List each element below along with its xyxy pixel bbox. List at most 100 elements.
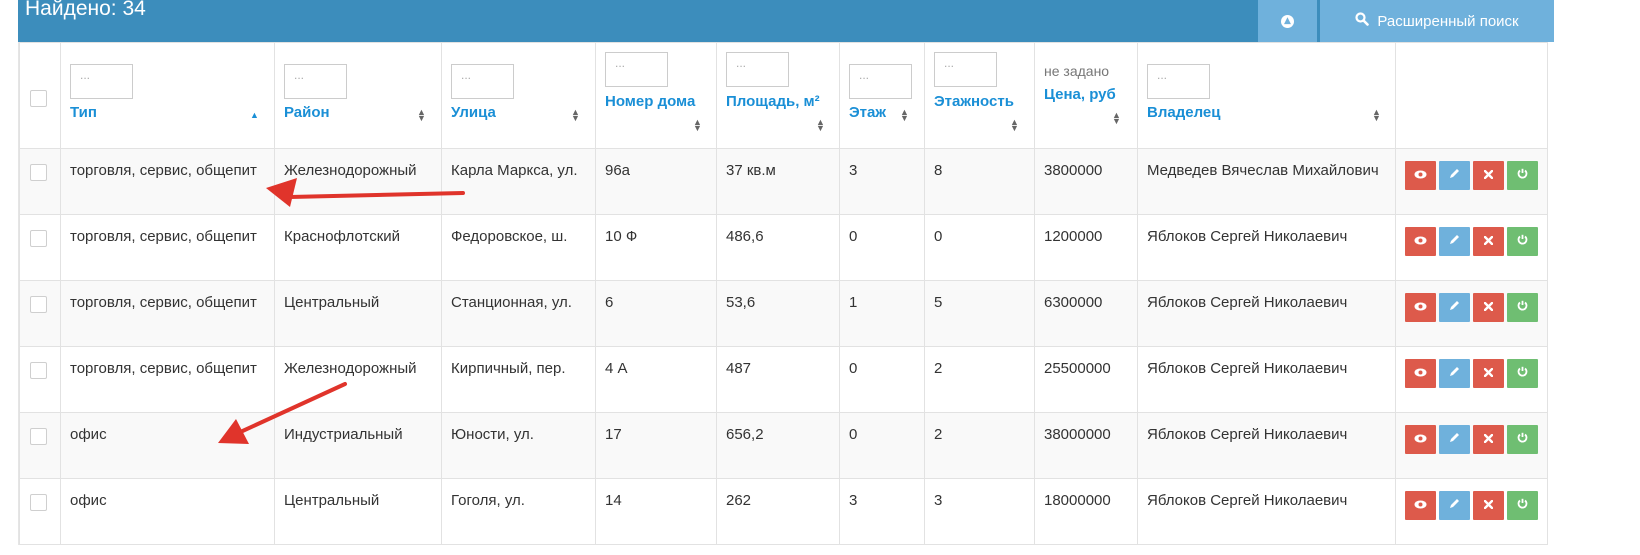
delete-button[interactable] (1473, 227, 1504, 256)
toggle-button[interactable] (1507, 161, 1538, 190)
toggle-button[interactable] (1507, 491, 1538, 520)
row-select-cell (19, 346, 61, 413)
column-street-label[interactable]: Улица (451, 104, 496, 121)
table-row[interactable]: торговля, сервис, общепит Центральный Стан… (19, 280, 1548, 347)
filter-price-select[interactable]: не задано (1044, 63, 1110, 79)
column-floor-label[interactable]: Этаж (849, 104, 886, 121)
cell-price: 6300000 (1034, 280, 1138, 347)
row-checkbox[interactable] (30, 296, 47, 313)
sort-icon[interactable]: ▲ ▼ (1010, 117, 1019, 133)
table-row[interactable]: торговля, сервис, общепит Железнодорожный… (19, 148, 1548, 215)
edit-button[interactable] (1439, 161, 1470, 190)
delete-button[interactable] (1473, 161, 1504, 190)
edit-button[interactable] (1439, 425, 1470, 454)
eye-icon (1414, 230, 1427, 254)
filter-floors-input[interactable]: ... (934, 52, 997, 87)
cell-house: 6 (595, 280, 717, 347)
delete-button[interactable] (1473, 359, 1504, 388)
table-row[interactable]: торговля, сервис, общепит Железнодорожный… (19, 346, 1548, 413)
select-all-checkbox[interactable] (30, 90, 47, 107)
filter-house-input[interactable]: ... (605, 52, 668, 87)
cell-owner: Яблоков Сергей Николаевич (1137, 214, 1396, 281)
cell-type: торговля, сервис, общепит (60, 280, 275, 347)
table-row[interactable]: офис Индустриальный Юности, ул. 17 656,2 0 2 38… (19, 412, 1548, 479)
filter-area-input[interactable]: ... (726, 52, 789, 87)
toggle-button[interactable] (1507, 293, 1538, 322)
cell-owner: Медведев Вячеслав Михайлович (1137, 148, 1396, 215)
close-icon (1483, 230, 1494, 254)
column-owner-label[interactable]: Владелец (1147, 104, 1221, 121)
column-district-label[interactable]: Район (284, 104, 330, 121)
column-type-label[interactable]: Тип (70, 104, 97, 121)
edit-button[interactable] (1439, 491, 1470, 520)
cell-district: Краснофлотский (274, 214, 442, 281)
edit-button[interactable] (1439, 293, 1470, 322)
view-button[interactable] (1405, 491, 1436, 520)
cell-district: Индустриальный (274, 412, 442, 479)
filter-owner-input[interactable]: ... (1147, 64, 1210, 99)
column-floors-label[interactable]: Этажность (934, 93, 1014, 110)
filter-street-input[interactable]: ... (451, 64, 514, 99)
column-house-label[interactable]: Номер дома (605, 93, 696, 110)
eye-icon (1414, 428, 1427, 452)
cell-area: 53,6 (716, 280, 840, 347)
row-actions (1395, 478, 1548, 545)
column-floor: ... Этаж ▲ ▼ (839, 42, 925, 149)
toggle-button[interactable] (1507, 359, 1538, 388)
column-area: ... Площадь, м² ▲ ▼ (716, 42, 840, 149)
edit-button[interactable] (1439, 359, 1470, 388)
edit-button[interactable] (1439, 227, 1470, 256)
row-checkbox[interactable] (30, 230, 47, 247)
view-button[interactable] (1405, 293, 1436, 322)
delete-button[interactable] (1473, 293, 1504, 322)
scroll-top-button[interactable]: ▲ (1258, 0, 1317, 42)
view-button[interactable] (1405, 359, 1436, 388)
column-house: ... Номер дома ▲ ▼ (595, 42, 717, 149)
table-row[interactable]: офис Центральный Гоголя, ул. 14 262 3 3 1800000… (19, 478, 1548, 545)
delete-button[interactable] (1473, 425, 1504, 454)
filter-district-input[interactable]: ... (284, 64, 347, 99)
cell-street: Юности, ул. (441, 412, 596, 479)
view-button[interactable] (1405, 425, 1436, 454)
cell-owner: Яблоков Сергей Николаевич (1137, 478, 1396, 545)
eye-icon (1414, 164, 1427, 188)
cell-house: 17 (595, 412, 717, 479)
toggle-button[interactable] (1507, 227, 1538, 256)
row-checkbox[interactable] (30, 428, 47, 445)
cell-area: 656,2 (716, 412, 840, 479)
cell-type: торговля, сервис, общепит (60, 346, 275, 413)
sort-icon[interactable]: ▲ ▼ (1112, 110, 1121, 126)
pencil-icon (1449, 428, 1460, 452)
table-row[interactable]: торговля, сервис, общепит Краснофлотский Ф… (19, 214, 1548, 281)
sort-icon[interactable]: ▲ ▼ (900, 107, 909, 123)
pencil-icon (1449, 164, 1460, 188)
filter-floor-input[interactable]: ... (849, 64, 912, 99)
sort-asc-icon[interactable]: ▲ (250, 110, 259, 120)
close-icon (1483, 494, 1494, 518)
filter-type-input[interactable]: ... (70, 64, 133, 99)
cell-floors: 8 (924, 148, 1035, 215)
cell-owner: Яблоков Сергей Николаевич (1137, 412, 1396, 479)
toggle-button[interactable] (1507, 425, 1538, 454)
power-icon (1517, 164, 1528, 188)
view-button[interactable] (1405, 161, 1436, 190)
power-icon (1517, 494, 1528, 518)
cell-floor: 3 (839, 148, 925, 215)
sort-icon[interactable]: ▲ ▼ (1372, 107, 1381, 123)
row-checkbox[interactable] (30, 494, 47, 511)
row-checkbox[interactable] (30, 362, 47, 379)
cell-type: торговля, сервис, общепит (60, 148, 275, 215)
column-price-label[interactable]: Цена, руб (1044, 86, 1116, 103)
sort-icon[interactable]: ▲ ▼ (816, 117, 825, 133)
view-button[interactable] (1405, 227, 1436, 256)
advanced-search-button[interactable]: Расширенный поиск (1320, 0, 1554, 42)
sort-icon[interactable]: ▲ ▼ (693, 117, 702, 133)
delete-button[interactable] (1473, 491, 1504, 520)
sort-icon[interactable]: ▲ ▼ (417, 107, 426, 123)
sort-icon[interactable]: ▲ ▼ (571, 107, 580, 123)
cell-district: Железнодорожный (274, 148, 442, 215)
close-icon (1483, 428, 1494, 452)
arrow-circle-up-icon: ▲ (1281, 14, 1294, 28)
row-checkbox[interactable] (30, 164, 47, 181)
column-area-label[interactable]: Площадь, м² (726, 93, 820, 110)
